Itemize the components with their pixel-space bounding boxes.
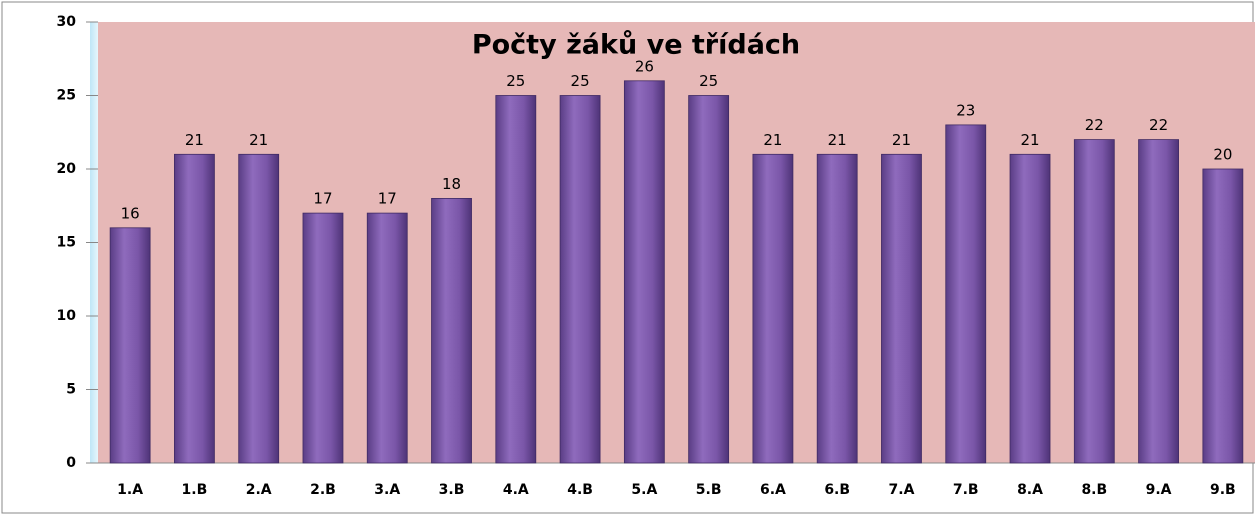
data-label: 21 bbox=[185, 131, 204, 149]
data-label: 18 bbox=[442, 175, 461, 193]
x-tick-label: 6.B bbox=[824, 482, 850, 498]
y-tick-label: 25 bbox=[57, 88, 76, 104]
data-label: 25 bbox=[571, 72, 590, 90]
data-label: 21 bbox=[828, 131, 847, 149]
bar bbox=[431, 197, 472, 464]
data-label: 21 bbox=[249, 131, 268, 149]
bar bbox=[302, 212, 344, 464]
plot-area bbox=[98, 22, 1255, 463]
x-tick-label: 2.A bbox=[246, 482, 272, 498]
data-label: 17 bbox=[313, 190, 332, 208]
x-tick-label: 7.B bbox=[953, 482, 979, 498]
x-tick-label: 6.A bbox=[760, 482, 786, 498]
data-label: 21 bbox=[892, 131, 911, 149]
bar bbox=[238, 153, 280, 464]
x-tick-label: 3.A bbox=[374, 482, 400, 498]
data-label: 26 bbox=[635, 57, 654, 75]
bar bbox=[366, 212, 408, 464]
data-label: 17 bbox=[378, 190, 397, 208]
bar bbox=[945, 124, 987, 464]
x-tick-label: 8.B bbox=[1081, 482, 1107, 498]
x-tick-label: 4.B bbox=[567, 482, 593, 498]
bar bbox=[1202, 168, 1244, 464]
y-tick-label: 0 bbox=[66, 455, 76, 471]
data-label: 22 bbox=[1085, 116, 1104, 134]
x-tick-label: 5.A bbox=[631, 482, 657, 498]
data-label: 25 bbox=[699, 72, 718, 90]
y-tick-label: 5 bbox=[66, 382, 76, 398]
bar bbox=[816, 153, 858, 464]
bar bbox=[623, 80, 665, 464]
x-tick-label: 5.B bbox=[696, 482, 722, 498]
bar bbox=[174, 153, 215, 464]
bar bbox=[752, 153, 794, 464]
x-tick-label: 9.B bbox=[1210, 482, 1236, 498]
data-label: 22 bbox=[1149, 116, 1168, 134]
y-tick-label: 10 bbox=[57, 308, 77, 324]
bar bbox=[559, 95, 601, 464]
x-tick-label: 7.A bbox=[889, 482, 915, 498]
y-tick-label: 20 bbox=[57, 161, 77, 177]
bar bbox=[881, 153, 922, 464]
y-tick-label: 15 bbox=[57, 235, 76, 251]
data-label: 20 bbox=[1213, 146, 1232, 164]
data-label: 21 bbox=[1020, 131, 1039, 149]
y-tick-label: 30 bbox=[57, 14, 77, 30]
x-tick-label: 1.A bbox=[117, 482, 143, 498]
x-tick-label: 2.B bbox=[310, 482, 336, 498]
bar bbox=[1009, 153, 1051, 464]
data-label: 21 bbox=[763, 131, 782, 149]
data-label: 23 bbox=[956, 101, 975, 119]
x-tick-label: 1.B bbox=[182, 482, 208, 498]
x-tick-label: 4.A bbox=[503, 482, 529, 498]
bar bbox=[495, 95, 537, 464]
x-tick-label: 3.B bbox=[439, 482, 465, 498]
bar bbox=[1073, 139, 1115, 464]
data-label: 25 bbox=[506, 72, 525, 90]
bar bbox=[688, 95, 730, 464]
data-label: 16 bbox=[121, 204, 140, 222]
chart-title: Počty žáků ve třídách bbox=[472, 30, 800, 61]
bar bbox=[1138, 139, 1179, 464]
x-tick-label: 9.A bbox=[1146, 482, 1172, 498]
x-tick-label: 8.A bbox=[1017, 482, 1043, 498]
bar bbox=[109, 227, 151, 464]
